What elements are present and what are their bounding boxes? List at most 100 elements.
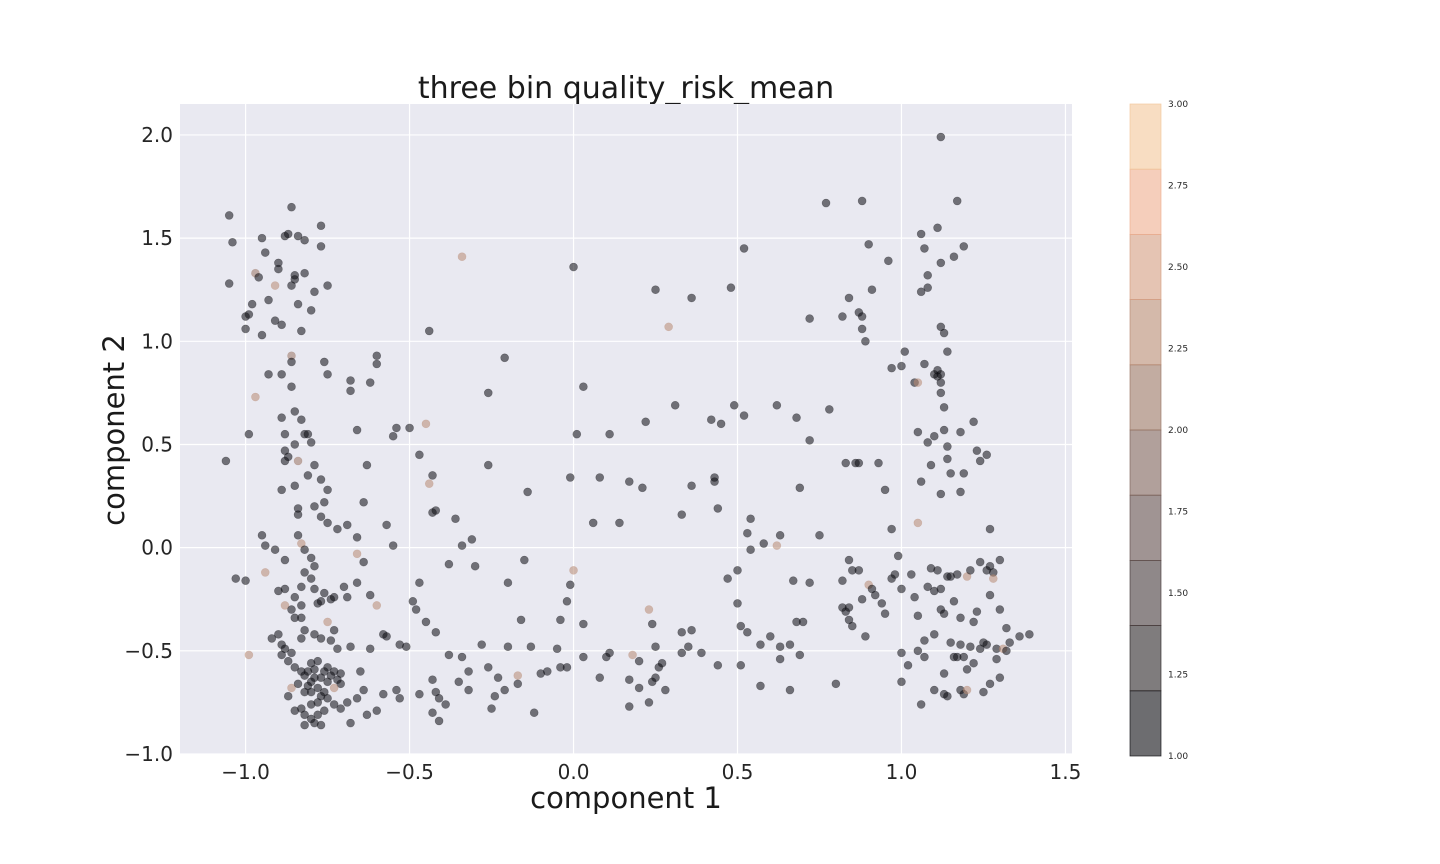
colorbar-tick-label: 3.00: [1168, 100, 1188, 110]
scatter-point: [785, 640, 795, 649]
colorbar-segment: [1129, 168, 1162, 235]
scatter-point: [359, 685, 368, 695]
scatter-point: [644, 605, 654, 614]
scatter-point: [260, 248, 270, 257]
scatter-point: [1015, 632, 1024, 641]
scatter-point: [306, 438, 316, 447]
scatter-point: [342, 698, 352, 707]
scatter-point: [716, 419, 726, 429]
scatter-point: [920, 636, 929, 645]
scatter-point: [936, 584, 946, 594]
scatter-point: [434, 716, 444, 726]
scatter-point: [805, 436, 814, 445]
colorbar-tick-label: 2.00: [1168, 426, 1188, 436]
scatter-point: [988, 574, 998, 583]
scatter-point: [933, 566, 942, 575]
scatter-point: [483, 388, 493, 398]
scatter-point: [929, 431, 939, 441]
scatter-point: [857, 312, 867, 321]
scatter-point: [697, 648, 706, 658]
scatter-point: [913, 427, 923, 437]
scatter-point: [772, 400, 782, 410]
scatter-point: [1005, 638, 1014, 647]
scatter-point: [995, 673, 1005, 682]
scatter-point: [313, 683, 323, 693]
scatter-point: [569, 262, 578, 272]
scatter-point: [1002, 646, 1011, 656]
scatter-point: [795, 483, 805, 493]
scatter-point: [513, 679, 523, 689]
x-tick-label: 1.0: [886, 760, 918, 784]
scatter-point: [624, 675, 634, 685]
scatter-point: [736, 660, 746, 670]
scatter-point: [287, 683, 296, 693]
scatter-point: [487, 704, 496, 713]
scatter-point: [913, 611, 923, 621]
scatter-point: [854, 458, 864, 468]
scatter-point: [923, 270, 933, 280]
scatter-point: [995, 555, 1005, 565]
scatter-point: [490, 691, 500, 701]
scatter-point: [293, 510, 303, 519]
scatter-point: [644, 698, 654, 707]
scatter-point: [795, 650, 805, 660]
scatter-point: [647, 619, 657, 629]
scatter-point: [310, 673, 319, 682]
scatter-point: [775, 654, 785, 664]
scatter-point: [431, 627, 441, 637]
scatter-point: [316, 720, 326, 730]
scatter-point: [979, 687, 988, 697]
scatter-point: [372, 351, 382, 361]
scatter-point: [313, 710, 323, 720]
scatter-point: [933, 223, 942, 233]
scatter-point: [916, 477, 926, 486]
scatter-point: [415, 689, 424, 699]
scatter-point: [798, 617, 808, 627]
scatter-point: [966, 566, 975, 575]
scatter-point: [401, 642, 411, 651]
scatter-point: [867, 285, 877, 295]
scatter-point: [936, 388, 946, 398]
scatter-point: [260, 568, 270, 577]
scatter-point: [713, 504, 723, 513]
scatter-point: [661, 685, 670, 695]
scatter-point: [595, 673, 605, 682]
scatter-point: [339, 582, 349, 592]
colorbar-segment: [1129, 299, 1162, 366]
scatter-point: [287, 357, 296, 367]
scatter-point: [457, 652, 467, 662]
scatter-point: [765, 632, 775, 641]
scatter-point: [684, 642, 693, 651]
colorbar-segment: [1129, 233, 1162, 300]
scatter-point: [470, 561, 480, 571]
scatter-point: [706, 415, 716, 425]
scatter-point: [634, 683, 644, 693]
scatter-point: [838, 312, 847, 321]
scatter-point: [975, 456, 985, 466]
scatter-point: [513, 671, 523, 680]
scatter-point: [939, 609, 949, 618]
scatter-point: [300, 720, 309, 730]
scatter-point: [306, 574, 316, 583]
scatter-point: [572, 429, 582, 439]
scatter-point: [290, 706, 300, 715]
colorbar-segment: [1129, 625, 1162, 692]
scatter-point: [972, 607, 982, 616]
scatter-point: [323, 518, 332, 528]
scatter-point: [257, 330, 267, 340]
scatter-point: [306, 700, 316, 709]
scatter-point: [483, 663, 493, 672]
scatter-point: [316, 221, 326, 231]
colorbar-segment: [1129, 560, 1162, 627]
scatter-point: [310, 561, 319, 571]
scatter-point: [247, 299, 257, 309]
scatter-point: [605, 429, 614, 439]
scatter-point: [388, 431, 398, 441]
scatter-point: [287, 281, 296, 290]
scatter-point: [677, 627, 687, 637]
scatter-point: [805, 314, 814, 323]
scatter-point: [224, 211, 234, 220]
scatter-point: [923, 582, 933, 592]
scatter-point: [1025, 630, 1034, 639]
scatter-point: [352, 578, 362, 588]
